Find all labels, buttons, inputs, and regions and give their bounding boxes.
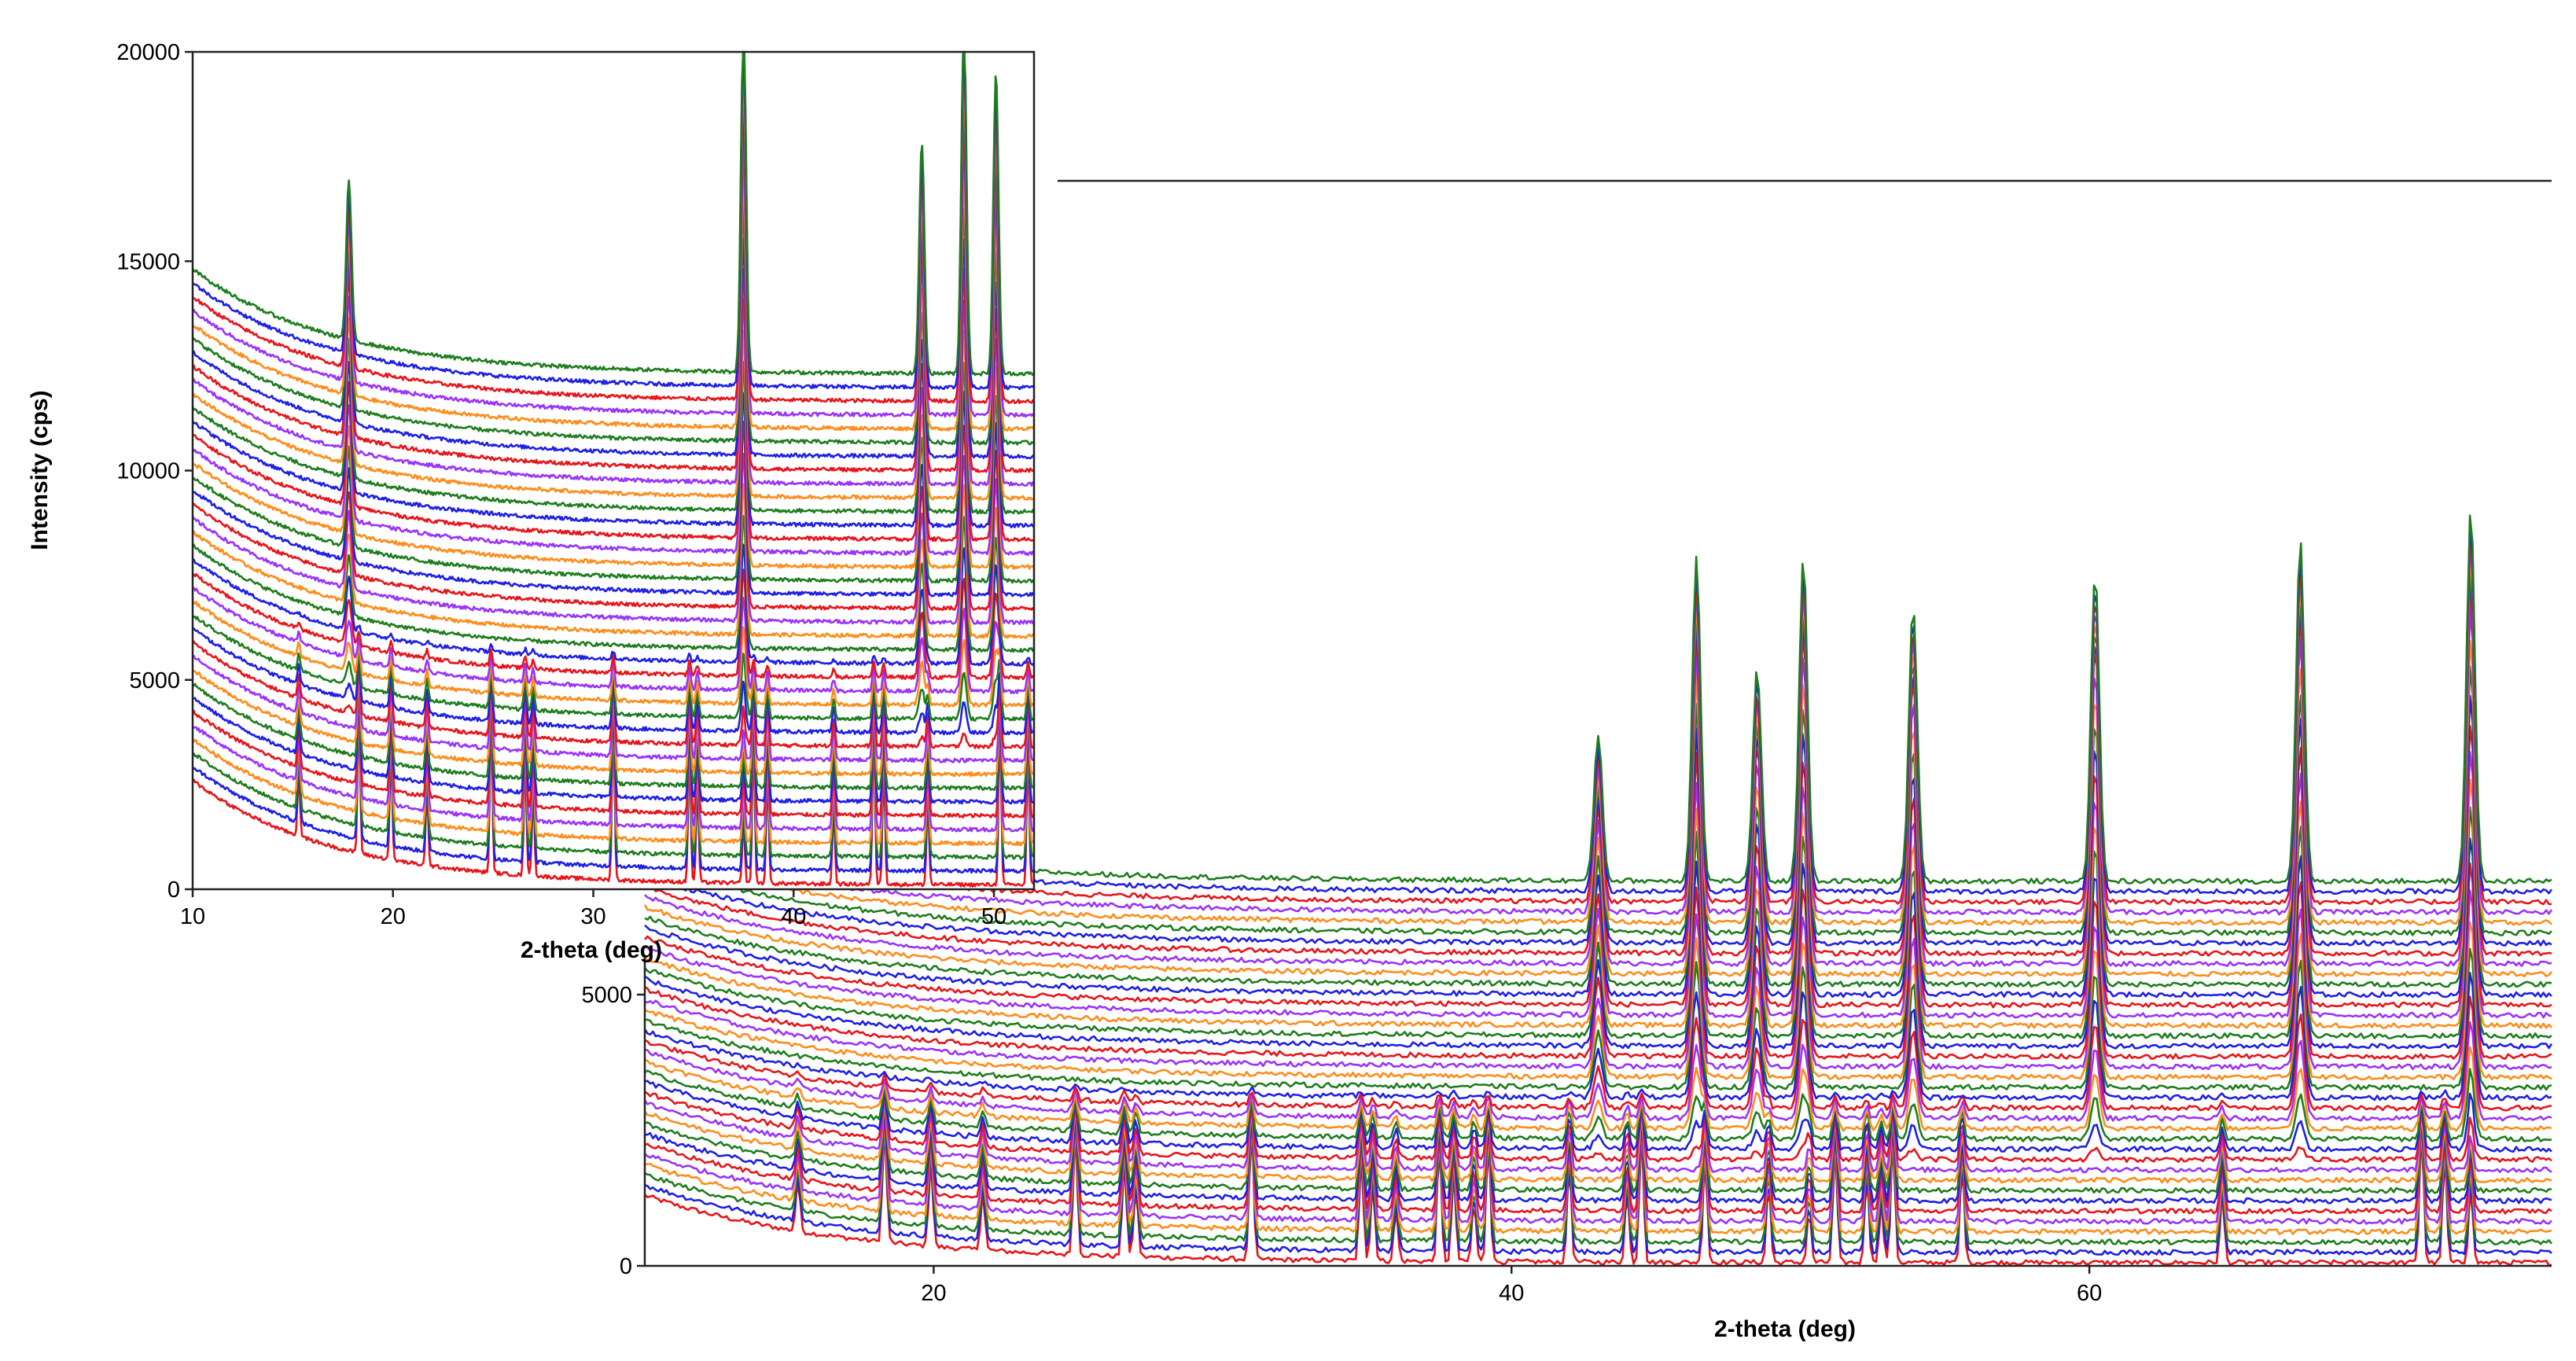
xrd-trace [644, 608, 2552, 967]
main-x-ticks: 20 40 60 [921, 1266, 2102, 1306]
xrd-trace [192, 391, 1036, 598]
xrd-trace [191, 205, 1036, 515]
xrd-trace [191, 297, 1036, 557]
inset-y-axis-title: Intensity (cps) [27, 390, 53, 550]
y-tick-label: 5000 [129, 668, 180, 693]
xrd-trace [644, 694, 2552, 999]
xrd-trace [192, 50, 1036, 391]
xrd-trace [192, 142, 1035, 487]
xrd-trace [644, 837, 2553, 1050]
xrd-trace [192, 483, 1035, 639]
xrd-trace [192, 421, 1036, 612]
xrd-trace [644, 725, 2552, 1009]
xrd-trace [644, 862, 2552, 1060]
y-tick-label: 10000 [116, 459, 180, 484]
xrd-trace [193, 60, 1035, 418]
xrd-trace [644, 995, 2552, 1112]
xrd-trace [191, 237, 1035, 528]
xrd-trace [191, 86, 1035, 446]
xrd-trace [643, 1095, 2552, 1184]
main-traces [643, 514, 2553, 1267]
xrd-trace [644, 1102, 2552, 1205]
xrd-trace [191, 75, 1036, 432]
main-y-ticks: 0 5000 [581, 983, 645, 1279]
xrd-trace [192, 115, 1036, 473]
x-tick-label: 60 [2077, 1281, 2102, 1306]
xrd-trace [644, 778, 2552, 1029]
y-tick-label: 20000 [116, 40, 180, 65]
xrd-trace [644, 1098, 2552, 1194]
xrd-trace [644, 921, 2552, 1081]
xrd-trace [643, 639, 2552, 978]
main-x-axis-title: 2-theta (deg) [1714, 1316, 1856, 1342]
y-tick-label: 15000 [116, 249, 180, 274]
xrd-trace [643, 564, 2552, 936]
xrd-trace [191, 50, 1036, 377]
xrd-trace [644, 1111, 2552, 1235]
xrd-trace [192, 360, 1036, 584]
x-tick-label: 20 [381, 904, 406, 929]
xrd-trace [644, 1090, 2552, 1164]
xrd-trace [192, 543, 1036, 667]
xrd-trace [192, 514, 1035, 653]
xrd-trace [192, 101, 1035, 459]
y-tick-label: 5000 [581, 983, 632, 1008]
xrd-trace [644, 889, 2552, 1071]
y-tick-label: 0 [620, 1254, 632, 1279]
xrd-trace [191, 452, 1035, 625]
xrd-trace [644, 665, 2552, 988]
inset-panel: 10 20 30 40 50 0 5000 10000 15000 20000 2-theta … [27, 40, 1036, 963]
inset-traces [191, 50, 1036, 888]
xrd-trace [644, 1080, 2552, 1153]
xrd-trace [644, 1068, 2552, 1142]
xrd-trace [192, 329, 1036, 570]
xrd-trace [643, 1093, 2552, 1174]
x-tick-label: 10 [180, 904, 205, 929]
xrd-trace [644, 806, 2552, 1039]
xrd-trace [192, 267, 1035, 543]
xrd-trace [643, 972, 2552, 1102]
main-panel: 20 40 60 0 5000 2-theta (deg) [581, 179, 2553, 1342]
xrd-trace [644, 947, 2552, 1091]
inset-y-ticks: 0 5000 10000 15000 20000 [116, 40, 193, 903]
xrd-trace [644, 1021, 2552, 1122]
inset-x-ticks: 10 20 30 40 50 [180, 889, 1006, 929]
xrd-trace [644, 1046, 2552, 1132]
xrd-trace [192, 50, 1036, 404]
x-tick-label: 30 [580, 904, 605, 929]
x-tick-label: 50 [981, 904, 1006, 929]
inset-x-axis-title: 2-theta (deg) [521, 937, 662, 963]
xrd-trace [644, 1108, 2552, 1215]
xrd-trace [192, 174, 1035, 501]
xrd-trace [644, 1118, 2552, 1256]
x-tick-label: 40 [1499, 1281, 1524, 1306]
xrd-trace [644, 1122, 2552, 1267]
x-tick-label: 40 [781, 904, 806, 929]
xrd-trace [644, 751, 2552, 1019]
x-tick-label: 20 [921, 1281, 946, 1306]
xrd-trace [644, 1114, 2553, 1245]
y-tick-label: 0 [167, 877, 180, 903]
xrd-trace [644, 1109, 2552, 1225]
